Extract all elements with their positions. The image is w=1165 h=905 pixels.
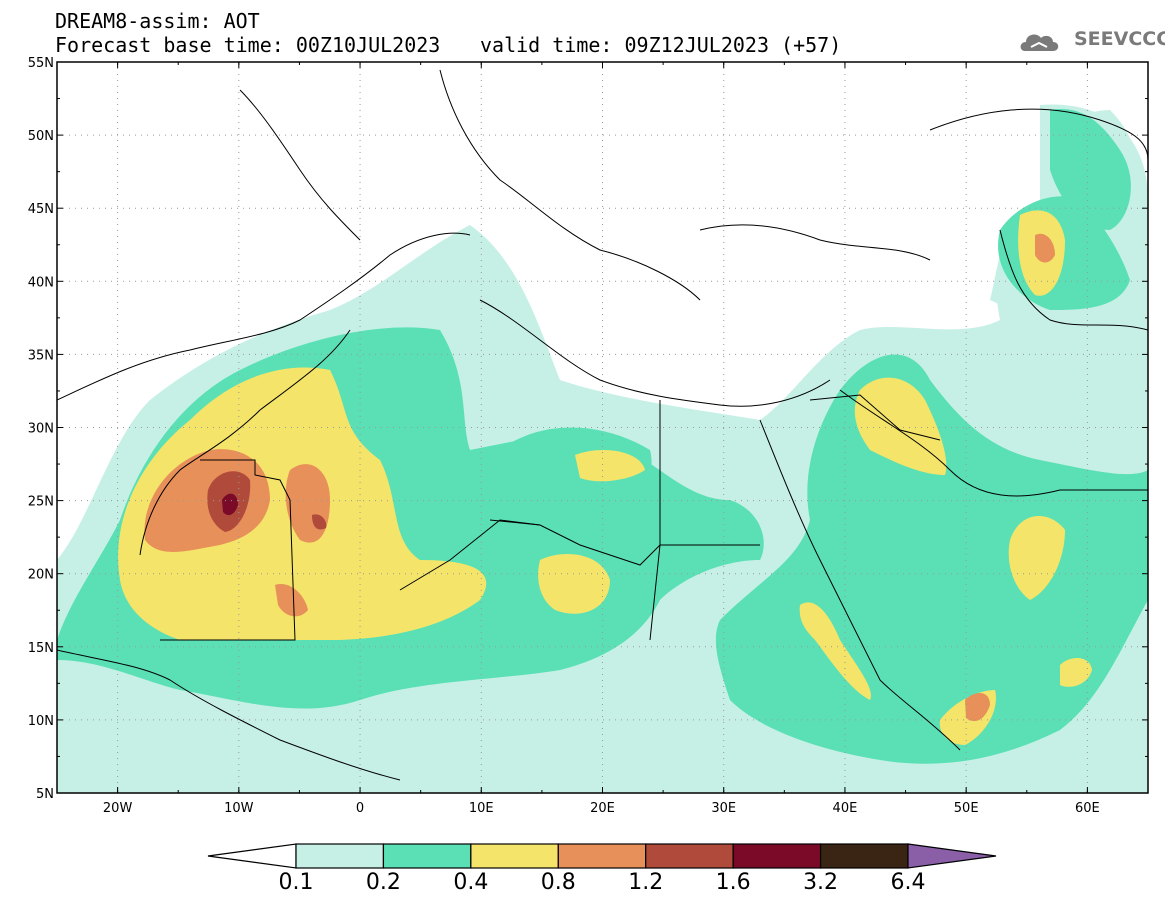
coastlines	[57, 69, 1148, 781]
colorbar-label: 0.8	[540, 870, 576, 895]
forecast-base-time: Forecast base time: 00Z10JUL2023	[55, 33, 441, 57]
lat-label: 40N	[28, 275, 54, 290]
map-title: DREAM8-assim: AOT	[55, 9, 260, 33]
colorbar-swatch	[382, 843, 472, 869]
colorbar-swatch	[295, 843, 385, 869]
lat-label: 45N	[28, 202, 54, 217]
colorbar-swatch	[470, 843, 559, 869]
colorbar-label: 0.2	[365, 870, 401, 895]
lat-label: 10N	[28, 714, 54, 729]
lon-label: 40E	[833, 801, 858, 816]
axis-ticks	[56, 61, 1149, 794]
colorbar-label: 1.2	[628, 870, 664, 895]
logo-text: SEEVCCC	[1074, 28, 1165, 50]
colorbar-label: 6.4	[890, 870, 926, 895]
colorbar-swatch	[557, 843, 647, 869]
lat-label: 15N	[28, 641, 54, 656]
colorbar-label: 1.6	[715, 870, 751, 895]
latitude-labels: 55N 50N 45N 40N 35N 30N 25N 20N 15N 10N 5N	[28, 56, 54, 802]
lon-label: 20W	[103, 801, 133, 816]
lon-label: 0	[356, 801, 364, 816]
lon-label: 10E	[469, 801, 494, 816]
lon-label: 10W	[224, 801, 254, 816]
colorbar-swatch	[645, 843, 734, 869]
lon-label: 20E	[590, 801, 615, 816]
colorbar-label: 3.2	[803, 870, 839, 895]
colorbar-label: 0.4	[453, 870, 489, 895]
lon-label: 30E	[711, 801, 736, 816]
lon-label: 50E	[954, 801, 979, 816]
lat-label: 25N	[28, 495, 54, 510]
colorbar-swatch	[732, 843, 822, 869]
lat-label: 35N	[28, 348, 54, 363]
lat-label: 30N	[28, 422, 54, 437]
aot-fields	[57, 104, 1148, 793]
lat-label: 50N	[28, 129, 54, 144]
lon-label: 60E	[1075, 801, 1100, 816]
colorbar-label: 0.1	[278, 870, 314, 895]
lat-label: 20N	[28, 568, 54, 583]
longitude-labels: 20W 10W 0 10E 20E 30E 40E 50E 60E	[103, 801, 1100, 816]
valid-time: valid time: 09Z12JUL2023 (+57)	[480, 33, 842, 57]
cloud-logo-icon	[1020, 34, 1059, 51]
colorbar-low-arrow	[207, 843, 297, 869]
colorbar	[207, 843, 997, 869]
lat-label: 55N	[28, 56, 54, 71]
colorbar-high-arrow	[907, 843, 997, 869]
colorbar-swatch	[819, 843, 909, 869]
lat-label: 5N	[36, 787, 54, 802]
